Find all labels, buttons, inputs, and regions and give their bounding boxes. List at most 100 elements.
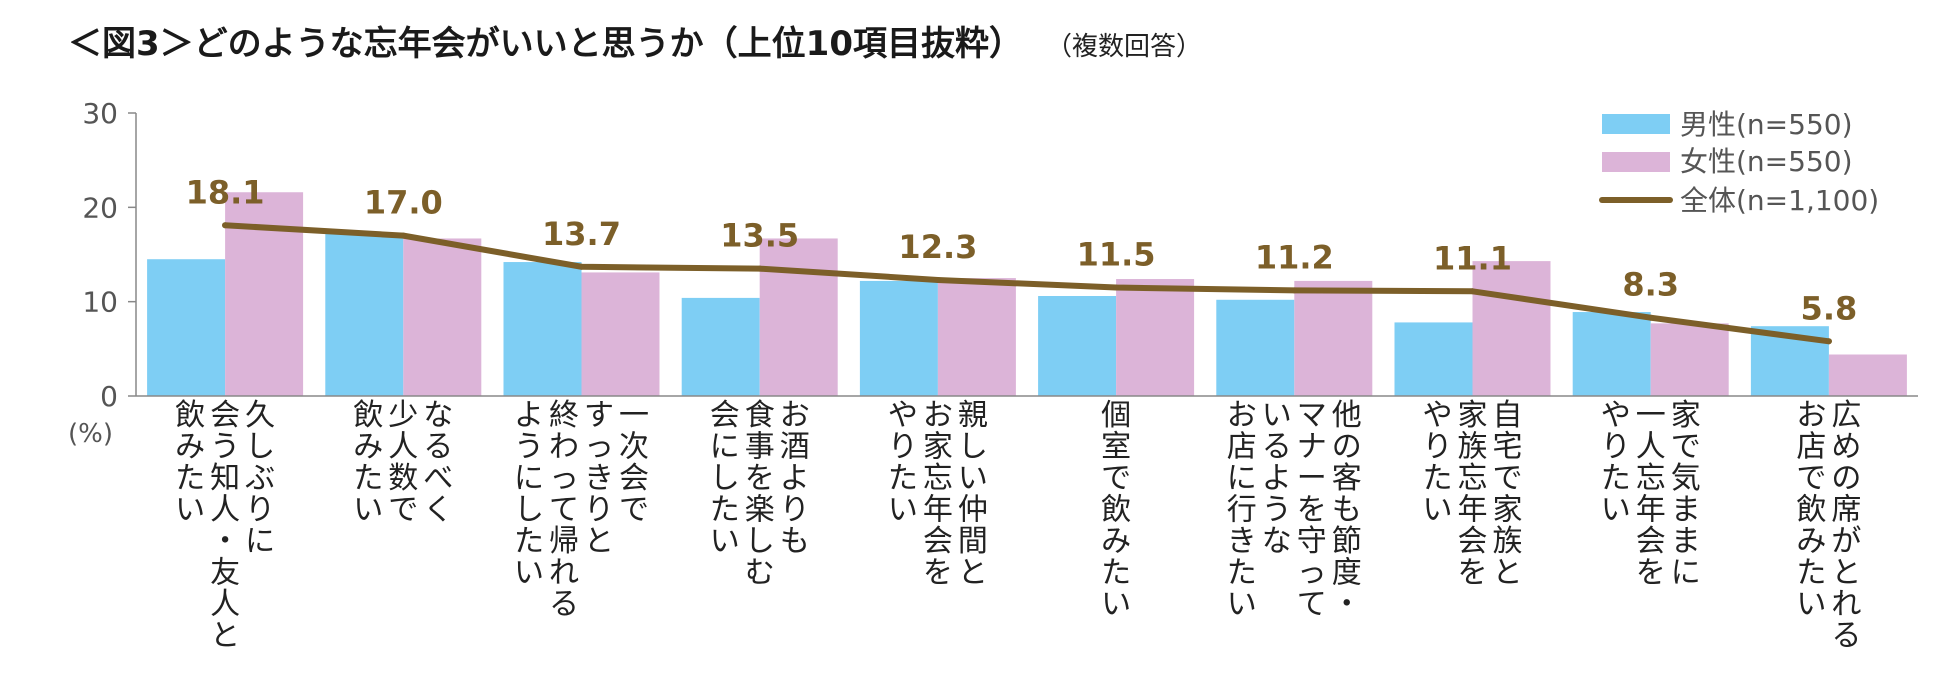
data-label-total: 12.3 [898, 228, 977, 266]
x-category-label: に [1227, 461, 1257, 496]
bar-female [1294, 280, 1373, 396]
x-category-label: た [888, 461, 918, 496]
data-label-total: 13.7 [542, 215, 621, 253]
x-category-label: い [888, 493, 918, 528]
chart-subtitle: （複数回答） [1058, 32, 1202, 62]
x-category-label: 一 [1636, 398, 1666, 433]
bar-male [147, 259, 226, 396]
x-category-label: 会 [210, 398, 240, 433]
x-category-label: き [584, 461, 614, 496]
data-label-total: 5.8 [1801, 289, 1858, 327]
bar-female [1472, 261, 1551, 396]
x-category-label: 個 [1101, 398, 1131, 433]
y-tick-label: 0 [100, 380, 118, 413]
x-category-label: 会 [1458, 524, 1488, 559]
x-category-label: う [1262, 493, 1292, 528]
x-category-label: ま [1671, 524, 1701, 559]
data-label-total: 8.3 [1622, 266, 1679, 304]
x-category-label: 室 [1101, 430, 1131, 465]
x-category-label: お [1227, 398, 1257, 433]
x-category-label: お [923, 398, 953, 433]
x-category-label: 行 [1227, 493, 1257, 528]
x-category-label: り [1601, 430, 1631, 465]
x-category-label: 他 [1332, 398, 1362, 433]
x-category-label: り [245, 493, 275, 528]
bar-male [325, 232, 404, 396]
x-category-label: の [1831, 461, 1861, 496]
x-category-label: た [1796, 556, 1826, 591]
x-category-label: る [423, 430, 453, 465]
x-category-label: 族 [1493, 524, 1523, 559]
x-category-label: よ [514, 398, 544, 433]
x-category-label: む [745, 556, 775, 591]
x-category-label: 会 [923, 524, 953, 559]
x-category-label: 人 [210, 493, 240, 528]
x-category-label: を [1636, 556, 1666, 591]
x-category-label: 食 [745, 398, 775, 433]
y-tick-label: 10 [82, 286, 118, 319]
x-category-label: く [423, 493, 453, 528]
line-total [222, 222, 1832, 345]
line-total-point [1825, 338, 1832, 345]
bar-male [1216, 299, 1295, 396]
x-category-label: る [1831, 619, 1861, 654]
x-category-label: 次 [619, 430, 649, 465]
x-category-label: し [958, 430, 988, 465]
x-category-label: た [1423, 461, 1453, 496]
bar-female [581, 272, 660, 396]
x-category-label: や [1601, 398, 1631, 433]
x-category-label: い [514, 556, 544, 591]
bar-female [1828, 354, 1907, 396]
x-category-label: 年 [1458, 493, 1488, 528]
bar-male [859, 280, 938, 396]
x-category-label: た [175, 461, 205, 496]
legend-swatch-male [1602, 114, 1670, 134]
x-category-label: で [1671, 430, 1701, 465]
line-total-point [1113, 284, 1120, 291]
x-category-label: い [710, 524, 740, 559]
x-category-label: 親 [958, 398, 988, 433]
x-category-label: た [1601, 461, 1631, 496]
x-category-label: に [1671, 556, 1701, 591]
x-category-label: 少 [388, 398, 418, 433]
line-total-point [400, 232, 407, 239]
x-category-label: 間 [958, 524, 988, 559]
x-category-label: 気 [1671, 461, 1701, 496]
x-category-label: 会 [710, 398, 740, 433]
x-category-label: 家 [1671, 398, 1701, 433]
x-category-label: っ [1297, 556, 1327, 591]
x-category-label: 帰 [549, 524, 579, 559]
line-total-point [578, 263, 585, 270]
bar-male [1038, 296, 1117, 396]
line-total-point [1647, 314, 1654, 321]
x-category-label: 忘 [1636, 461, 1666, 496]
x-category-label: 守 [1297, 524, 1327, 559]
x-category-label: う [514, 430, 544, 465]
bar-female [1116, 279, 1195, 396]
legend-label-total: 全体(n=1,100) [1680, 184, 1879, 217]
x-category-label: な [423, 398, 453, 433]
x-category-label: 友 [210, 556, 240, 591]
line-total-point [1291, 287, 1298, 294]
legend-label-male: 男性(n=550) [1680, 108, 1853, 141]
x-category-label: 数 [388, 461, 418, 496]
x-category-label: お [780, 398, 810, 433]
x-category-label: で [1493, 461, 1523, 496]
x-category-label: き [1227, 524, 1257, 559]
x-category-label: た [514, 524, 544, 559]
x-category-label: わ [549, 430, 579, 465]
x-category-label: 人 [388, 430, 418, 465]
x-category-label: し [745, 524, 775, 559]
x-category-label: ぶ [245, 461, 275, 496]
x-category-label: み [353, 430, 383, 465]
x-category-label: り [1423, 430, 1453, 465]
bar-male [503, 262, 582, 396]
line-total-point [1469, 288, 1476, 295]
x-category-label: 家 [1493, 493, 1523, 528]
x-category-label: 知 [210, 461, 240, 496]
x-category-label: 一 [619, 398, 649, 433]
x-category-label: 家 [923, 430, 953, 465]
bar-female [1650, 323, 1729, 396]
x-category-label: 終 [549, 398, 579, 433]
